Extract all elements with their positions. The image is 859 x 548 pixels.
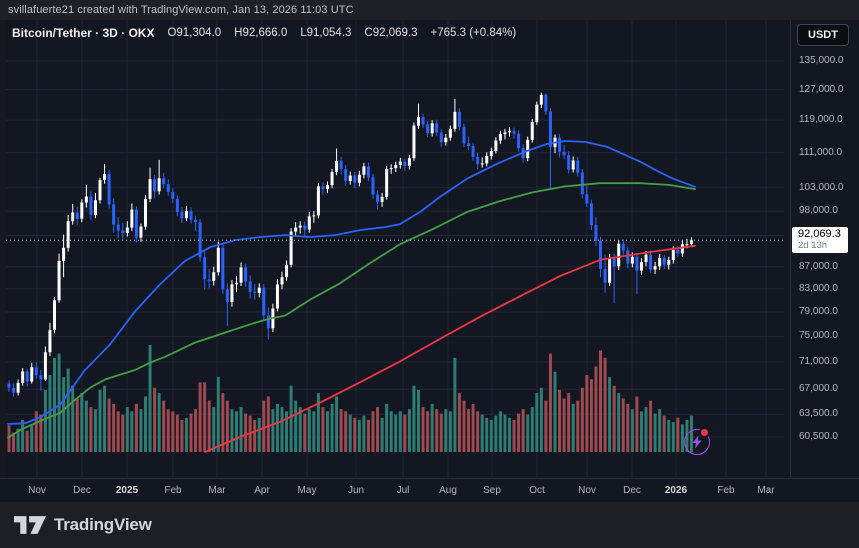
price-tick: 67,000.0 (799, 383, 838, 395)
notification-dot (701, 429, 708, 436)
ma-red-line (204, 244, 696, 453)
time-tick: Dec (73, 485, 91, 496)
tradingview-logo-text: TradingView (54, 515, 152, 534)
left-margin-strip (0, 20, 6, 502)
price-tick: 127,000.0 (799, 83, 844, 95)
time-tick: Dec (623, 485, 641, 496)
time-tick: Sep (483, 485, 501, 496)
footer-bar: TradingView (0, 502, 859, 548)
grid-layer (6, 20, 784, 478)
time-tick: Nov (578, 485, 596, 496)
symbol-legend: Bitcoin/Tether · 3D · OKX O91,304.0 H92,… (12, 26, 516, 40)
price-tick: 63,500.0 (799, 408, 838, 420)
candles-layer (7, 92, 693, 397)
price-tick: 103,000.0 (799, 181, 844, 193)
lightning-ring (684, 429, 710, 455)
legend-high-value: H92,666.0 (234, 27, 288, 39)
ma-green-line (7, 182, 696, 439)
time-tick: Nov (28, 485, 46, 496)
time-tick: May (297, 485, 317, 496)
ma-blue-line (7, 140, 696, 425)
header-bar: svillafuerte21 created with TradingView.… (0, 0, 859, 20)
time-tick: Feb (717, 485, 735, 496)
price-tick: 98,000.0 (799, 205, 838, 217)
legend-close-value: C92,069.3 (364, 27, 418, 39)
indicator-lines (7, 140, 696, 453)
usdt-button[interactable]: USDT (797, 24, 849, 46)
time-tick: 2026 (664, 485, 688, 496)
volume-layer (7, 345, 693, 453)
time-tick: Jun (347, 485, 365, 496)
price-tick: 119,000.0 (799, 114, 843, 126)
legend-open-value: O91,304.0 (167, 27, 222, 39)
price-tick: 75,000.0 (799, 330, 838, 342)
time-tick: Jul (396, 485, 410, 496)
tradingview-logo-icon (14, 516, 46, 534)
lightning-button[interactable] (684, 429, 710, 455)
time-tick: 2025 (115, 485, 139, 496)
legend-symbol-title[interactable]: Bitcoin/Tether · 3D · OKX (12, 26, 155, 40)
last-price-value: 92,069.3 (798, 228, 841, 241)
time-tick: Aug (439, 485, 457, 496)
creator-text: svillafuerte21 created with TradingView.… (8, 4, 354, 16)
time-scale[interactable]: Nov Dec 2025 Feb Mar Apr May Jun Jul Aug Sep Oct Nov… (0, 478, 859, 503)
price-tick: 60,500.0 (799, 431, 838, 442)
price-tick: 135,000.0 (799, 55, 844, 66)
time-tick: Apr (254, 485, 270, 496)
time-tick: Feb (164, 485, 182, 496)
legend-low-value: L91,054.3 (300, 27, 352, 39)
price-tick: 87,000.0 (799, 260, 838, 272)
time-tick: Mar (208, 485, 226, 496)
price-scale-panel[interactable]: USDT 92,069.3 2d 13h 135,000.0 127,000.0 1… (790, 20, 859, 502)
last-price-label: 92,069.3 2d 13h (792, 227, 848, 254)
price-countdown: 2d 13h (798, 240, 828, 252)
price-tick: 83,000.0 (799, 282, 838, 294)
price-tick: 111,000.0 (799, 146, 843, 158)
time-tick: Mar (757, 485, 775, 496)
time-tick: Oct (529, 485, 545, 496)
chart-canvas[interactable] (0, 20, 790, 502)
legend-change-value: +765.3 (+0.84%) (430, 27, 517, 39)
price-tick: 79,000.0 (799, 306, 838, 317)
price-tick: 71,000.0 (799, 356, 838, 367)
tradingview-logo[interactable]: TradingView (14, 515, 152, 535)
